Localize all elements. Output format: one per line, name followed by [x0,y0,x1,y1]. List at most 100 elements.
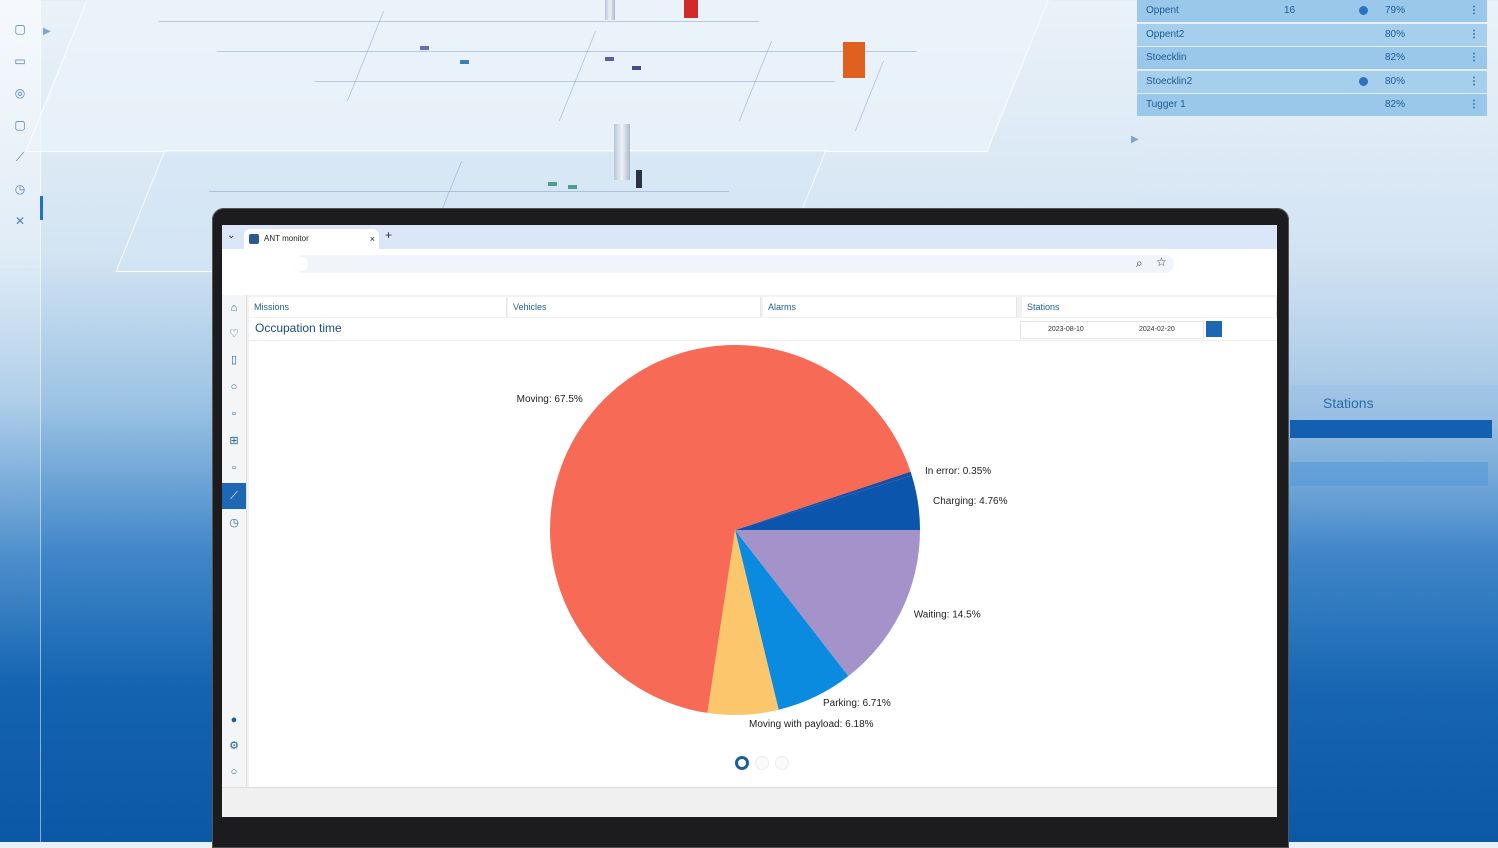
vehicle-name: Tugger 1 [1146,99,1186,110]
vehicle-dark [636,170,642,188]
vehicle-battery: 80% [1385,75,1406,87]
more-icon[interactable]: ⋮ [1469,99,1479,110]
vehicle-name: Oppent [1146,5,1179,16]
pie-slice-charging[interactable] [735,475,920,530]
alarm-icon[interactable]: ◷ [14,182,26,196]
vehicle-row[interactable]: Stoecklin 82% ⋮ [1137,47,1487,69]
tab-vehicles[interactable]: Vehicles [508,297,761,317]
vehicle-battery: 82% [1385,52,1406,63]
vehicle-row[interactable]: Oppent2 80% ⋮ [1137,23,1487,46]
payload-icon [1359,6,1368,15]
power-icon[interactable]: ○ [230,766,238,778]
pause-icon [1359,76,1368,86]
date-range-picker[interactable]: 2023-08-10 2024-02-20 [1020,321,1204,339]
more-icon[interactable]: ⋮ [1469,52,1479,63]
bookmark-star-icon[interactable]: ☆ [1156,255,1167,269]
tab-alarms[interactable]: Alarms [763,297,1017,317]
stations-selected-row[interactable] [1290,420,1492,438]
chart-page-dot-active[interactable] [735,756,749,770]
pie-slice-moving[interactable] [550,345,911,713]
grid-icon[interactable]: ⊞ [229,435,239,447]
stations-row[interactable] [1290,462,1488,486]
shield-icon[interactable]: ♡ [229,328,239,340]
pie-slice-in-error[interactable] [735,471,912,530]
box-icon[interactable]: ▢ [14,118,26,132]
laptop-screen: ⌄ ANT monitor × + ⌕ ☆ ⌂ ♡ ▯ ○ ▫ ⊞ ▫ [222,225,1277,817]
vehicle-name: Oppent2 [1146,28,1185,40]
statistics-tabs: Missions Vehicles Alarms Stations [249,297,1277,317]
app-footer [222,787,1277,817]
tools-icon[interactable]: ✕ [14,214,26,228]
chart-page-dot[interactable] [775,756,789,770]
alarm-icon[interactable]: ◷ [229,517,239,529]
target-icon[interactable]: ◎ [14,86,26,100]
vehicle-battery: 80% [1385,28,1406,40]
close-tab-icon[interactable]: × [369,234,375,244]
browser-tab-bar: ⌄ ANT monitor × + [222,225,1277,249]
pie-label-in-error: In error: 0.35% [925,466,991,477]
map-marker [420,46,429,50]
active-indicator [40,196,43,220]
divider [249,340,1277,341]
vehicle-battery: 82% [1385,99,1406,110]
settings-icon[interactable]: ⚙ [229,740,239,752]
map-marker [548,182,557,186]
map-marker [568,185,577,189]
pie-slice-moving-with-payload[interactable] [707,530,779,715]
chart-icon[interactable]: ⟋ [15,150,25,164]
vehicle-count: 16 [1284,5,1296,16]
vehicle-row[interactable]: Tugger 1 82% ⋮ [1137,94,1487,116]
collapse-arrow-icon[interactable]: ▶ [1131,134,1139,145]
tab-stations[interactable]: Stations [1022,297,1277,317]
more-icon[interactable]: ⋮ [1469,28,1479,40]
statistics-icon[interactable]: ⟋ [222,483,246,509]
3d-pillar [605,0,615,20]
site-info-icon[interactable] [294,257,308,271]
tab-list-chevron-icon[interactable]: ⌄ [227,230,236,241]
more-icon[interactable]: ⋮ [1469,75,1479,87]
browser-tab[interactable]: ANT monitor × [244,229,379,249]
pie-slice-waiting[interactable] [735,530,920,677]
new-tab-button[interactable]: + [385,228,393,242]
pie-label-waiting: Waiting: 14.5% [914,610,981,621]
square-icon[interactable]: ▫ [232,462,236,474]
battery-icon[interactable]: ▯ [230,354,238,366]
map-marker [632,66,641,70]
tab-title: ANT monitor [264,234,309,243]
expand-arrow-icon[interactable]: ▶ [43,26,51,37]
3d-floor-upper [25,0,1057,152]
vehicle-row[interactable]: Stoecklin2 80% ⋮ [1137,70,1487,93]
stations-panel-header [1290,385,1498,421]
stations-panel-title: Stations [1323,395,1374,411]
favicon-icon [249,234,259,244]
date-to[interactable]: 2024-02-20 [1139,326,1175,333]
home-icon[interactable]: ⌂ [230,302,238,314]
vehicle-battery: 79% [1385,5,1406,16]
target-icon[interactable]: ○ [230,381,238,393]
url-input[interactable] [294,255,1174,273]
chart-content: Occupation time 2023-08-10 2024-02-20 In… [249,318,1277,787]
map-marker [605,57,614,61]
app-sidebar: ⌂ ♡ ▯ ○ ▫ ⊞ ▫ ⟋ ◷ ● ⚙ ○ [222,295,247,817]
pie-label-parking: Parking: 6.71% [823,698,891,709]
chart-page-dot[interactable] [755,756,769,770]
laptop-frame: ⌄ ANT monitor × + ⌕ ☆ ⌂ ♡ ▯ ○ ▫ ⊞ ▫ [212,208,1289,848]
date-from[interactable]: 2023-08-10 [1048,326,1084,333]
monitor-icon[interactable]: ▭ [14,54,26,68]
ant-monitor-app: ⌂ ♡ ▯ ○ ▫ ⊞ ▫ ⟋ ◷ ● ⚙ ○ Missions Vehicle… [222,295,1277,817]
layers-icon[interactable]: ▢ [14,22,26,36]
vehicle-name: Stoecklin [1146,52,1187,63]
pie-slice-parking[interactable] [735,530,849,710]
box-icon[interactable]: ▫ [232,408,236,420]
search-icon[interactable]: ⌕ [1136,256,1143,270]
pie-label-charging: Charging: 4.76% [933,496,1008,507]
vehicle-row[interactable]: Oppent 16 79% ⋮ [1137,0,1487,22]
tab-missions[interactable]: Missions [249,297,507,317]
settings-icon[interactable]: ◉ [14,590,26,604]
vehicle-orange [843,42,865,78]
user-status-icon[interactable]: ● [230,714,238,726]
more-icon[interactable]: ⋮ [1469,5,1479,16]
apply-date-button[interactable] [1206,321,1222,337]
map-marker [460,60,469,64]
vehicle-table: Oppent 16 79% ⋮ Oppent2 80% ⋮ Stoecklin … [1137,0,1487,118]
